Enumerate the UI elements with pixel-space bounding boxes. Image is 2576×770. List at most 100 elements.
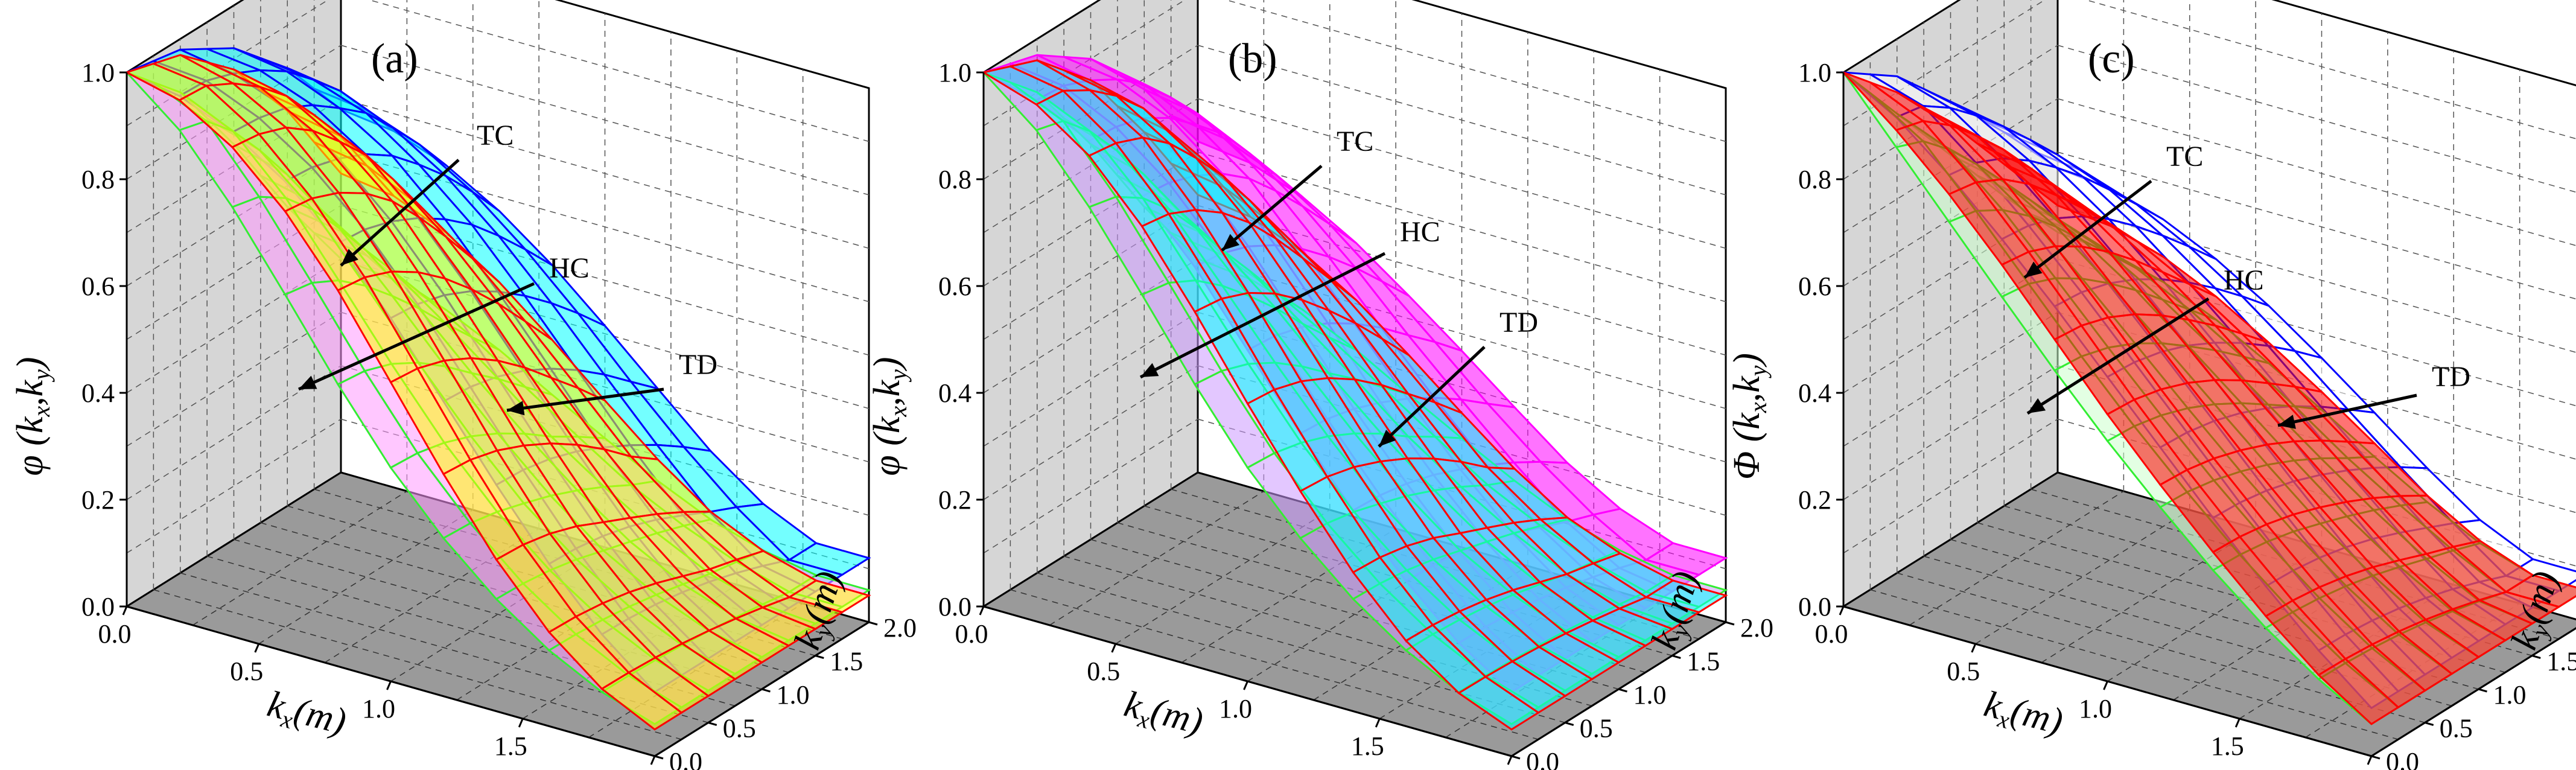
annotation-arrow <box>1221 165 1323 252</box>
z-axis-label: φ (kx,ky) <box>867 357 912 476</box>
floor-gridline <box>1909 491 2124 626</box>
right-wall-gridline <box>367 0 870 142</box>
back-wall-gridline <box>1843 365 2058 500</box>
kx-axis-label-unit: (m) <box>1147 690 1207 743</box>
right-wall-gridline <box>2057 151 2576 300</box>
ky-tick-label: 0.5 <box>723 714 756 743</box>
kx-tick-label: 1.0 <box>1219 694 1252 724</box>
z-tick-label: 0.6 <box>1798 272 1831 301</box>
annotation-arrowhead <box>1140 363 1159 377</box>
kx-axis-label-unit: (m) <box>290 690 351 743</box>
annotation-arrowhead <box>2278 415 2296 429</box>
kx-tick-label: 0.5 <box>1947 657 1980 686</box>
ky-tick <box>2425 722 2434 726</box>
z-tick-label: 0.0 <box>1798 592 1831 622</box>
kx-tick-label: 1.5 <box>494 731 527 761</box>
ky-tick <box>708 722 717 726</box>
ky-tick <box>2531 655 2541 659</box>
kx-tick-label: 1.0 <box>362 694 395 724</box>
floor-gridline <box>1897 572 2425 724</box>
kx-tick-label: 0.5 <box>1087 657 1120 686</box>
kx-tick-label: 0.0 <box>955 619 988 649</box>
right-wall-gridline <box>1197 151 1726 302</box>
ky-tick <box>1725 621 1735 626</box>
annotation-arrow <box>1378 346 1486 448</box>
kx-tick-label: 1.5 <box>1351 731 1384 761</box>
kx-tick <box>1111 643 1117 653</box>
annotation-tc: TC <box>2023 141 2203 279</box>
floor-gridline <box>1870 589 2399 740</box>
annotation-label: TC <box>2166 141 2203 173</box>
z-axis-label-sub-x: x <box>1744 402 1772 413</box>
kx-tick <box>1243 681 1248 690</box>
ky-tick-label: 1.5 <box>830 647 863 676</box>
annotation-td: TD <box>506 349 717 416</box>
z-tick-label: 0.8 <box>1798 165 1831 194</box>
z-axis-label-sub-y: y <box>1744 365 1772 378</box>
right-wall-gridline <box>1224 0 1726 142</box>
kx-tick-label: 2.0 <box>2343 769 2376 770</box>
annotation-arrow <box>2023 180 2152 279</box>
back-wall-gridline <box>983 365 1198 500</box>
z-axis-label: φ (kx,ky) <box>10 357 55 476</box>
z-axis-label-symbol: φ (k <box>867 416 908 476</box>
z-axis-label-sub-y: y <box>28 369 55 383</box>
kx-tick-label: 1.0 <box>2079 694 2112 724</box>
back-wall-gridline <box>983 45 1198 180</box>
annotation-hc: HC <box>2026 264 2264 415</box>
floor-gridline <box>1010 589 1539 740</box>
kx-tick <box>518 718 524 728</box>
surface-tc <box>124 54 871 731</box>
ky-tick <box>2371 755 2380 760</box>
annotation-arrowhead <box>1379 430 1396 447</box>
kx-tick <box>254 643 260 653</box>
annotation-arrowhead <box>299 375 317 389</box>
right-wall-gridline <box>1197 98 1726 249</box>
panel-label: (c) <box>2088 36 2135 82</box>
annotation-arrowhead <box>341 249 358 266</box>
floor-gridline <box>1115 509 1331 644</box>
surface-cell <box>2317 658 2400 725</box>
kx-tick <box>1839 606 1845 616</box>
back-wall-gridline <box>1843 0 2046 127</box>
back-wall-gridline <box>1843 98 2058 234</box>
z-axis-label-close: ) <box>867 357 908 371</box>
kx-tick-label: 2.0 <box>626 769 660 770</box>
z-tick-label: 1.0 <box>1798 58 1831 88</box>
z-axis-label-close: ) <box>10 357 51 371</box>
annotation-label: HC <box>2224 264 2264 296</box>
right-wall-gridline <box>340 98 870 249</box>
ky-tick <box>762 688 771 693</box>
kx-tick <box>1971 643 1977 653</box>
z-tick-label: 1.0 <box>81 58 115 88</box>
right-wall-gridline <box>2084 0 2576 139</box>
ky-tick-label: 1.0 <box>777 680 810 710</box>
ky-tick-label: 0.0 <box>2386 747 2419 770</box>
ky-tick-label: 2.0 <box>883 613 917 643</box>
floor-gridline <box>1975 509 2190 644</box>
kx-axis-label: kx(m) <box>1979 684 2067 747</box>
annotation-label: TC <box>1337 126 1373 158</box>
kx-tick-label: 0.0 <box>1815 619 1848 649</box>
ky-tick <box>1511 755 1521 760</box>
right-wall-gridline <box>2057 98 2576 246</box>
z-tick-label: 0.0 <box>938 592 972 622</box>
kx-tick <box>650 756 656 765</box>
annotation-arrowhead <box>2024 261 2043 278</box>
ky-tick-label: 2.0 <box>1740 613 1773 643</box>
z-tick-label: 0.4 <box>81 378 115 408</box>
kx-axis-label-unit: (m) <box>2007 690 2067 743</box>
z-tick-label: 0.4 <box>1798 378 1831 408</box>
annotation-arrow <box>340 159 460 267</box>
back-wall-gridline <box>1843 311 2058 447</box>
kx-tick <box>1507 756 1513 765</box>
annotation-arrowhead <box>2027 398 2046 413</box>
z-axis-label-sub-x: x <box>885 406 912 418</box>
ky-tick <box>654 755 664 760</box>
ky-tick <box>1618 688 1627 693</box>
ky-tick-label: 0.5 <box>1580 714 1613 743</box>
ky-tick <box>815 655 824 659</box>
annotation-label: HC <box>549 252 590 284</box>
kx-tick <box>979 606 985 616</box>
surface-cell <box>1457 675 1541 731</box>
